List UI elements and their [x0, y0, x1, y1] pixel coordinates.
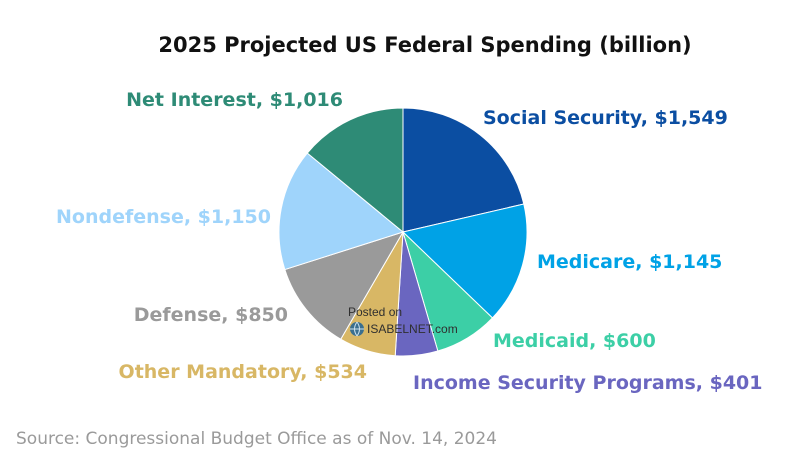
pie-slice-social-security [402, 107, 525, 233]
pie-slice-net-interest [306, 107, 404, 234]
slice-label-medicaid: Medicaid, $600 [493, 330, 656, 352]
slice-label-other-mandatory: Other Mandatory, $534 [119, 361, 367, 383]
chart-title: 2025 Projected US Federal Spending (bill… [158, 33, 691, 57]
pie-slice-medicare [401, 203, 528, 319]
watermark-line1: Posted on [348, 305, 402, 319]
slice-label-nondefense: Nondefense, $1,150 [56, 206, 271, 228]
source-note: Source: Congressional Budget Office as o… [16, 429, 497, 449]
slice-label-medicare: Medicare, $1,145 [537, 251, 722, 273]
pie-slices [278, 107, 528, 357]
slice-label-net-interest: Net Interest, $1,016 [126, 89, 343, 111]
slice-label-social-security: Social Security, $1,549 [483, 107, 728, 129]
slice-label-income-security: Income Security Programs, $401 [413, 372, 763, 394]
pie-slice-nondefense [278, 152, 405, 271]
pie-slice-defense [284, 231, 405, 340]
slice-label-defense: Defense, $850 [134, 304, 288, 326]
watermark-line2: ISABELNET.com [367, 322, 458, 336]
watermark: Posted on ISABELNET.com [348, 305, 458, 337]
globe-icon [350, 321, 364, 337]
